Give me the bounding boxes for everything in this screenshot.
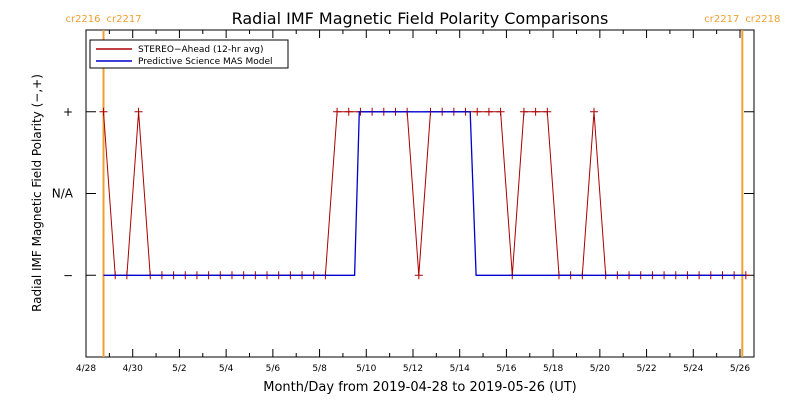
x-tick-label: 5/22 — [636, 364, 656, 374]
x-axis-label: Month/Day from 2019-04-28 to 2019-05-26 … — [263, 380, 576, 395]
y-tick-label: N/A — [52, 187, 74, 201]
x-tick-label: 5/14 — [450, 364, 470, 374]
x-tick-label: 4/28 — [76, 364, 96, 374]
carrington-label-right: cr2217 — [107, 14, 142, 25]
series-mas-model-line — [103, 111, 746, 276]
carrington-label-left: cr2217 — [704, 14, 739, 25]
data-point-marker — [333, 107, 342, 116]
data-point-marker — [344, 107, 353, 116]
x-tick-label: 5/6 — [266, 364, 281, 374]
data-point-marker — [134, 107, 143, 116]
data-point-marker — [519, 107, 528, 116]
x-tick-label: 5/12 — [403, 364, 423, 374]
y-axis: + N/A − — [52, 105, 754, 282]
x-tick-label: 5/2 — [172, 364, 186, 374]
x-tick-label: 4/30 — [123, 364, 143, 374]
data-point-marker — [99, 107, 108, 116]
data-point-marker — [531, 107, 540, 116]
x-tick-label: 5/20 — [590, 364, 610, 374]
x-tick-label: 5/26 — [730, 364, 750, 374]
legend-label: Predictive Science MAS Model — [138, 57, 273, 67]
chart-title: Radial IMF Magnetic Field Polarity Compa… — [232, 9, 609, 28]
carrington-label-right: cr2218 — [745, 14, 780, 25]
y-tick-label: + — [63, 105, 73, 119]
data-point-marker — [484, 107, 493, 116]
legend: STEREO−Ahead (12-hr avg) Predictive Scien… — [89, 39, 289, 69]
y-axis-label: Radial IMF Magnetic Field Polarity (−,+) — [30, 74, 44, 312]
data-point-marker — [496, 107, 505, 116]
x-tick-label: 5/10 — [356, 364, 376, 374]
x-tick-label: 5/8 — [312, 364, 327, 374]
x-tick-label: 5/18 — [543, 364, 563, 374]
data-point-marker — [473, 107, 482, 116]
legend-label: STEREO−Ahead (12-hr avg) — [138, 45, 264, 55]
x-tick-label: 5/24 — [683, 364, 703, 374]
data-point-marker — [590, 107, 599, 116]
legend-box — [89, 39, 289, 69]
y-tick-label: − — [63, 268, 73, 282]
series-layer — [99, 107, 750, 280]
carrington-markers: cr2216 cr2217 cr2217 cr2218 — [65, 14, 780, 357]
x-axis: 4/28 4/30 5/2 5/4 5/6 5/8 5/10 5/12 5/14 5/16 5/18… — [76, 30, 750, 374]
x-tick-label: 5/16 — [496, 364, 516, 374]
carrington-label-left: cr2216 — [65, 14, 100, 25]
data-point-marker — [543, 107, 552, 116]
x-tick-label: 5/4 — [219, 364, 234, 374]
data-point-marker — [414, 271, 423, 280]
